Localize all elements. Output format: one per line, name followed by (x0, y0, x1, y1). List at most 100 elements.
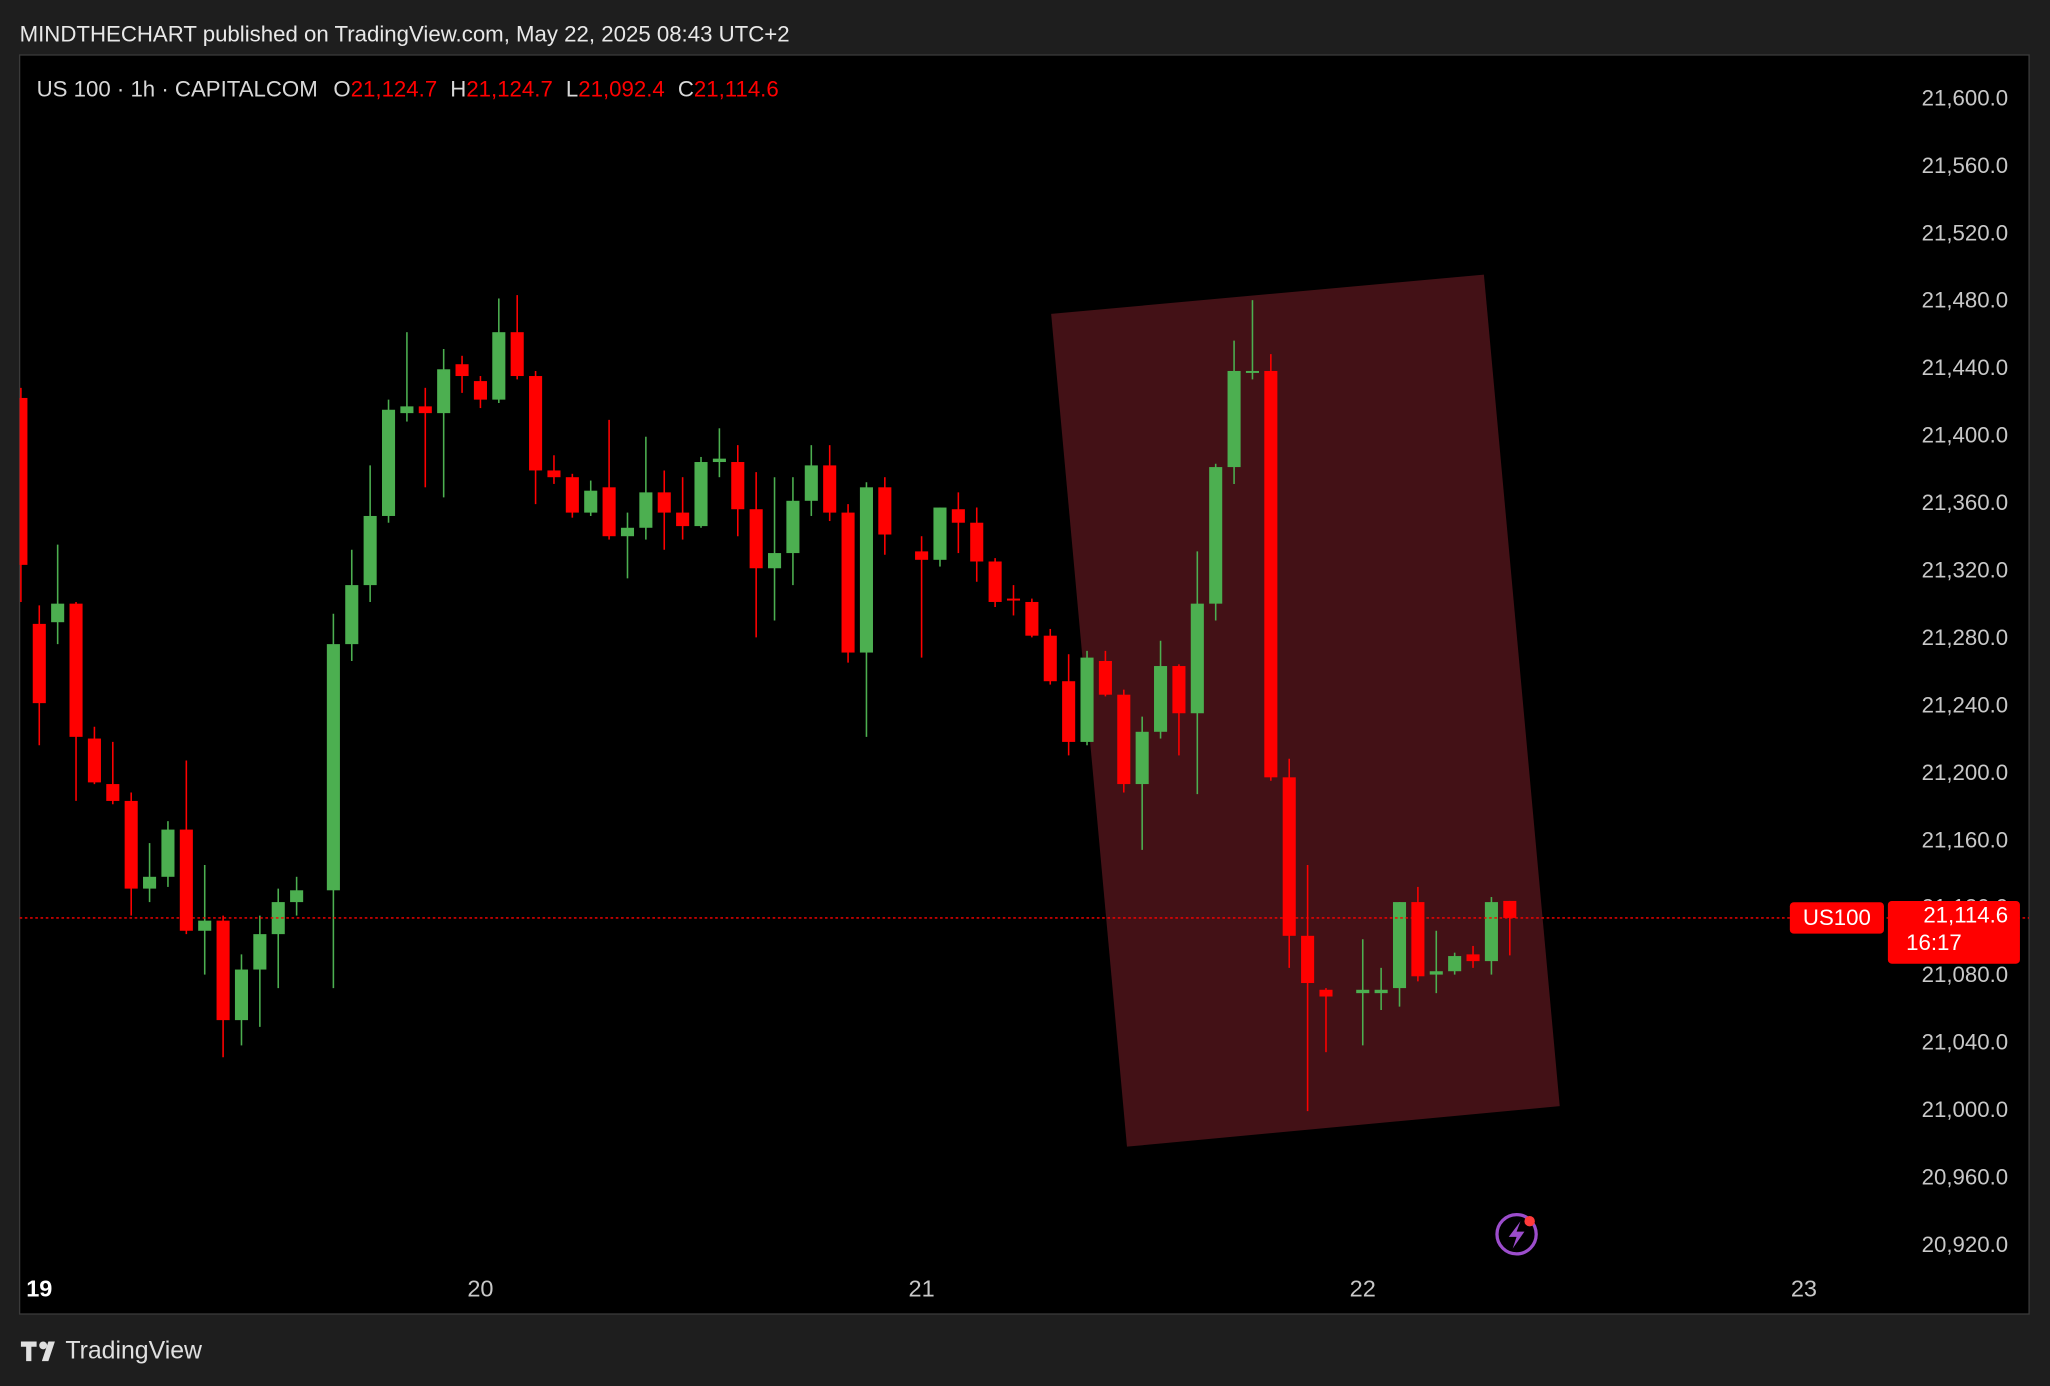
candle-body (179, 829, 193, 931)
overlay: 20,920.0 20,960.0 21,000.0 21,040.0 21,080.0… (26, 85, 2020, 1302)
y-tick-label: 20,920.0 (1922, 1232, 2009, 1257)
x-tick-label: 23 (1791, 1276, 1817, 1302)
candle-body (768, 553, 782, 569)
y-tick-label: 21,280.0 (1922, 625, 2009, 650)
y-tick-label: 21,480.0 (1922, 288, 2009, 313)
candle-body (1080, 657, 1094, 742)
candle-body (933, 507, 947, 560)
highlight-zone (1051, 274, 1560, 1147)
y-tick-label: 21,040.0 (1922, 1030, 2009, 1055)
legend-prefix: O (333, 76, 350, 101)
candle-body (381, 409, 396, 516)
y-tick-label: 21,600.0 (1922, 85, 2009, 110)
candle-body (418, 406, 432, 414)
y-tick-label: 21,240.0 (1922, 692, 2009, 717)
candle-body (1301, 935, 1315, 984)
candle-body (1025, 601, 1039, 636)
candle-body (1374, 989, 1388, 994)
price-tag: 21,114.6 (1923, 903, 2008, 928)
candle-body (1043, 635, 1057, 682)
candle-body (915, 551, 929, 560)
candle-body (253, 934, 267, 970)
candle-body (32, 623, 46, 704)
candle-body (492, 332, 506, 400)
candle-body (51, 603, 65, 623)
candle-body (326, 644, 340, 891)
price-tag-box (1887, 900, 2020, 964)
legend-value: 21,124.7 (466, 76, 552, 101)
candle-body (1190, 603, 1204, 714)
candle-body (749, 509, 763, 569)
alert-icon (1495, 1213, 1538, 1256)
y-tick-label: 21,560.0 (1922, 153, 2009, 178)
candle-body (19, 397, 28, 565)
candle-body (290, 890, 304, 903)
brand-name: TradingView (65, 1337, 202, 1364)
candle-body (234, 969, 249, 1021)
candle-body (1245, 370, 1259, 373)
candle-body (1135, 731, 1149, 785)
candle-body (1392, 902, 1407, 989)
candle-body (547, 470, 561, 478)
y-tick-label: 21,080.0 (1922, 962, 2009, 987)
symbol-tag: US100 (1803, 905, 1871, 930)
candle-body (1006, 598, 1021, 601)
legend-value: 21,114.6 (694, 76, 779, 101)
candle-body (1117, 694, 1131, 785)
candle-body (124, 800, 138, 889)
x-tick-label: 19 (26, 1276, 52, 1302)
candle-body (345, 585, 359, 645)
y-tick-label: 21,160.0 (1922, 827, 2009, 852)
candle-body (970, 522, 984, 562)
candle-body (878, 487, 892, 535)
candle-body (363, 515, 377, 586)
candle-body (1282, 777, 1296, 936)
candle-body (161, 829, 175, 877)
chart-panel (18, 54, 2030, 1315)
y-tick-label: 21,400.0 (1922, 423, 2009, 448)
candle-body (786, 500, 800, 554)
candle-body (639, 492, 653, 528)
x-tick-label: 21 (909, 1276, 935, 1302)
publish-header: MINDTHECHART published on TradingView.co… (20, 21, 790, 46)
candle-body (951, 509, 965, 523)
legend-value: 21,092.4 (578, 76, 665, 101)
candle-body (1448, 956, 1462, 972)
candle-body (437, 369, 451, 414)
candle-body (676, 512, 690, 527)
legend-prefix: L (566, 76, 578, 101)
candle-body (565, 477, 579, 513)
candle-body (1264, 370, 1278, 778)
candle-body (1172, 666, 1186, 714)
candle-body (657, 492, 671, 513)
y-tick-label: 21,200.0 (1922, 760, 2009, 785)
candle-body (823, 465, 837, 513)
y-tick-label: 21,360.0 (1922, 490, 2009, 515)
x-tick-label: 20 (467, 1276, 493, 1302)
candle-body (143, 876, 157, 889)
candle-body (859, 487, 873, 653)
candle-body (620, 527, 635, 537)
candle-body (841, 512, 855, 653)
candle-body (1098, 660, 1112, 695)
candle-body (731, 462, 745, 510)
candle-body (584, 490, 598, 513)
candle-body (1356, 989, 1370, 994)
candle-body (69, 603, 83, 737)
candle-body (1429, 971, 1443, 975)
candle-body (87, 738, 101, 783)
candle-body (455, 364, 469, 377)
legend-prefix: H (450, 76, 466, 101)
candle-body (712, 458, 726, 463)
candle-body (1484, 902, 1498, 962)
candle-body (106, 784, 120, 801)
candle-body (804, 465, 818, 501)
symbol-tag-box (1789, 902, 1884, 934)
legend-title: US 100 · 1h · CAPITALCOM (37, 76, 318, 101)
candle-body (1154, 666, 1168, 732)
candle-body (1209, 467, 1223, 604)
candle-body (510, 332, 524, 377)
candle-body (529, 376, 543, 471)
y-tick-label: 20,960.0 (1922, 1164, 2009, 1189)
